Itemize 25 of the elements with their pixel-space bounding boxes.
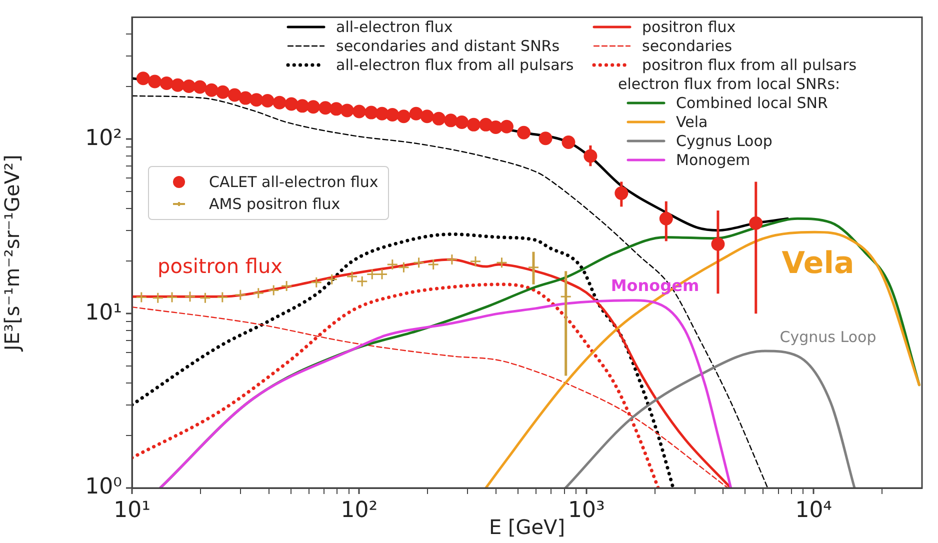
- y-tick-label: 10¹: [85, 300, 122, 326]
- annotation: positron flux: [158, 254, 283, 278]
- y-tick-label: 10²: [85, 126, 122, 151]
- x-tick-label: 10³: [568, 498, 605, 523]
- legend-label: secondaries and distant SNRs: [336, 36, 560, 54]
- y-tick-label: 10⁰: [85, 474, 122, 500]
- annotation: Cygnus Loop: [780, 328, 876, 346]
- x-tick-label: 10¹: [114, 498, 150, 523]
- annotation: Vela: [782, 246, 854, 281]
- x-axis-title: E [GeV]: [488, 515, 566, 540]
- legend-title: electron flux from local SNRs:: [617, 74, 842, 93]
- y-axis-title: JE³[s⁻¹m⁻²sr⁻¹GeV²]: [0, 154, 24, 353]
- x-tick-label: 10²: [340, 498, 378, 523]
- legend-label: secondaries: [642, 36, 732, 54]
- legend-label: Cygnus Loop: [676, 132, 772, 150]
- legend-label: Monogem: [676, 150, 750, 168]
- x-tick-label: 10⁴: [795, 498, 832, 523]
- legend-label: positron flux: [642, 18, 736, 36]
- legend-label: Vela: [676, 112, 708, 130]
- legend-label: CALET all-electron flux: [209, 173, 378, 191]
- legend-label: AMS positron flux: [209, 195, 340, 213]
- legend-label: all-electron flux: [336, 18, 453, 36]
- legend-label: positron flux from all pulsars: [642, 56, 857, 74]
- legend-label: Combined local SNR: [676, 94, 828, 112]
- legend-label: all-electron flux from all pulsars: [336, 56, 574, 74]
